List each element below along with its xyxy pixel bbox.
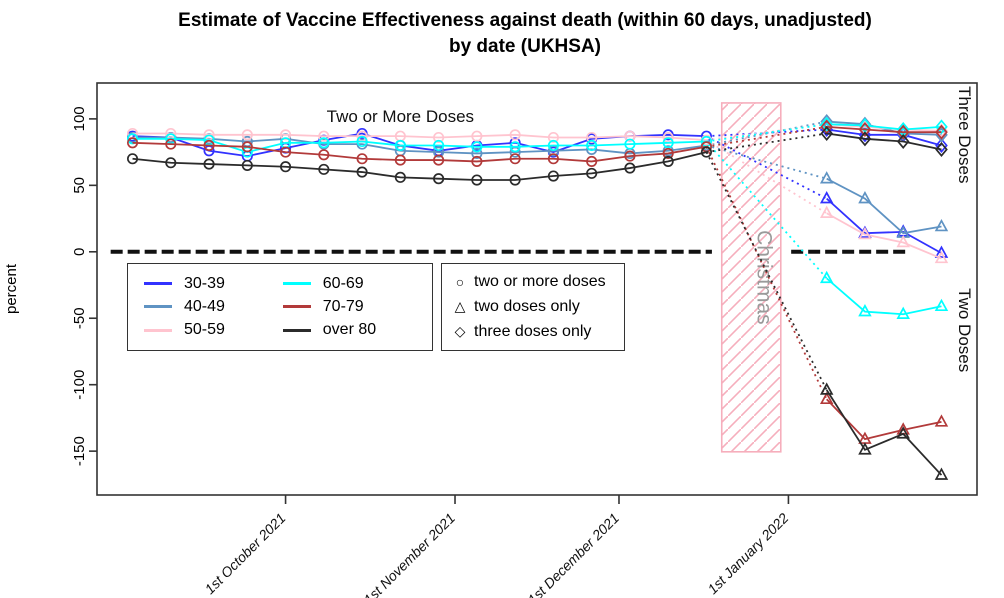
christmas-band-label: Christmas xyxy=(752,230,775,325)
chart-title-line2: by date (UKHSA) xyxy=(448,35,601,57)
legend-age-label: over 80 xyxy=(322,321,377,339)
legend-dose-entry: ◇ three doses only xyxy=(450,323,616,341)
christmas-band: Christmas xyxy=(720,102,782,453)
legend-dose-label: two or more doses xyxy=(474,273,606,291)
legend-age-entry: 70-79 xyxy=(277,295,422,318)
y-tick-label: -100 xyxy=(71,370,88,400)
x-tick-label: 1st October 2021 xyxy=(201,510,288,597)
legend-age-label: 50-59 xyxy=(184,321,225,339)
chart-title-line1: Estimate of Vaccine Effectiveness agains… xyxy=(178,10,872,31)
x-tick-label: 1st December 2021 xyxy=(524,510,622,598)
legend-age-entry: 30-39 xyxy=(138,272,271,295)
series-50-59 xyxy=(126,116,949,264)
legend-line-swatch xyxy=(282,328,311,332)
legend-age-groups: 30-39 40-49 50-59 60-69 70-79 over 80 xyxy=(127,263,433,351)
legend-age-entry: 50-59 xyxy=(138,319,271,342)
legend-dose-label: two doses only xyxy=(474,297,580,315)
legend-age-entry: 60-69 xyxy=(277,272,422,295)
annotation-three-doses: Three Doses xyxy=(955,86,974,183)
y-tick-label: -150 xyxy=(71,436,88,466)
three-doses-only-marker-icon: ◇ xyxy=(454,323,466,340)
y-tick-label: -50 xyxy=(71,307,88,329)
two-doses-only-marker-icon: △ xyxy=(454,298,466,315)
annotation-two-doses: Two Doses xyxy=(955,288,974,372)
y-axis-title: percent xyxy=(3,263,20,314)
legend-dose-label: three doses only xyxy=(474,322,592,340)
x-tick-label: 1st January 2022 xyxy=(704,510,791,597)
two-or-more-doses-marker-icon: ○ xyxy=(455,274,465,291)
chart-title: Estimate of Vaccine Effectiveness agains… xyxy=(70,8,980,59)
y-tick-label: 50 xyxy=(71,177,88,194)
legend-age-label: 40-49 xyxy=(184,297,225,315)
annotation-two-or-more-doses: Two or More Doses xyxy=(327,107,474,126)
legend-dose-entry: ○ two or more doses xyxy=(450,273,616,291)
legend-age-label: 30-39 xyxy=(184,274,225,292)
legend-line-swatch xyxy=(144,328,172,332)
y-axis: 100 50 0 -50 -100 -150 percent xyxy=(3,106,97,466)
legend-line-swatch xyxy=(144,305,172,309)
plot-box xyxy=(96,82,978,496)
legend-dose-entry: △ two doses only xyxy=(450,298,616,316)
legend-dose-symbols: ○ two or more doses △ two doses only ◇ three … xyxy=(441,263,625,351)
legend-line-swatch xyxy=(144,282,172,286)
legend-line-swatch xyxy=(282,282,311,286)
series-over-80 xyxy=(126,125,949,480)
legend-line-swatch xyxy=(282,305,311,309)
y-tick-label: 100 xyxy=(71,106,88,131)
legend-age-entry: 40-49 xyxy=(138,295,271,318)
legend-age-label: 60-69 xyxy=(322,274,364,292)
x-tick-label: 1st November 2021 xyxy=(360,510,458,598)
x-axis: 1st October 2021 1st November 2021 1st Dec… xyxy=(201,495,792,598)
y-tick-label: 0 xyxy=(71,248,88,256)
legend-age-label: 70-79 xyxy=(322,297,364,315)
legend-age-entry: over 80 xyxy=(277,319,422,342)
